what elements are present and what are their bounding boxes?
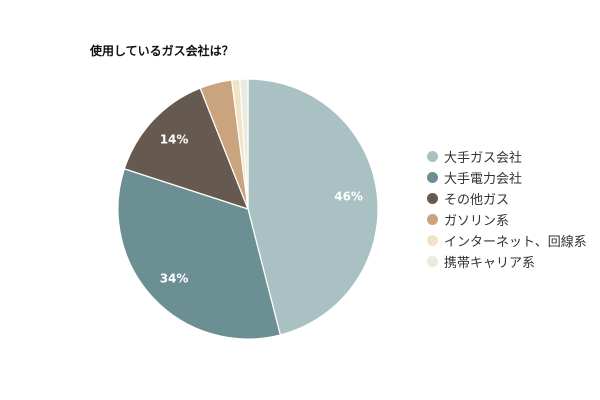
pie-slice-5 — [239, 78, 249, 210]
legend-label: ガソリン系 — [444, 214, 510, 229]
legend-swatch — [427, 235, 438, 246]
legend-item-4: インターネット、回線系 — [427, 230, 587, 251]
legend-label: 大手電力会社 — [444, 172, 523, 187]
slice-label-1: 34% — [160, 271, 189, 285]
legend-swatch — [427, 151, 438, 162]
legend-item-3: ガソリン系 — [427, 209, 587, 230]
chart-title: 使用しているガス会社は？ — [90, 44, 234, 58]
legend-label: インターネット、回線系 — [444, 235, 587, 250]
pie-slice-0 — [247, 78, 379, 336]
legend-swatch — [427, 172, 438, 183]
legend-item-0: 大手ガス会社 — [427, 146, 587, 167]
legend-label: 携帯キャリア系 — [444, 256, 536, 271]
legend-item-5: 携帯キャリア系 — [427, 251, 587, 272]
legend: 大手ガス会社 大手電力会社 その他ガスガソリン系インターネット、回線系 携帯キャリア系 — [427, 146, 587, 272]
pie-slice-2 — [123, 87, 250, 210]
slice-label-2: 14% — [160, 133, 189, 147]
legend-label: その他ガス — [444, 193, 510, 208]
slice-label-0: 46% — [334, 189, 363, 203]
legend-item-2: その他ガス — [427, 188, 587, 209]
legend-swatch — [427, 214, 438, 225]
legend-label: 大手ガス会社 — [444, 151, 523, 166]
pie-slice-1 — [117, 168, 282, 340]
legend-swatch — [427, 256, 438, 267]
legend-swatch — [427, 193, 438, 204]
legend-item-1: 大手電力会社 — [427, 167, 587, 188]
